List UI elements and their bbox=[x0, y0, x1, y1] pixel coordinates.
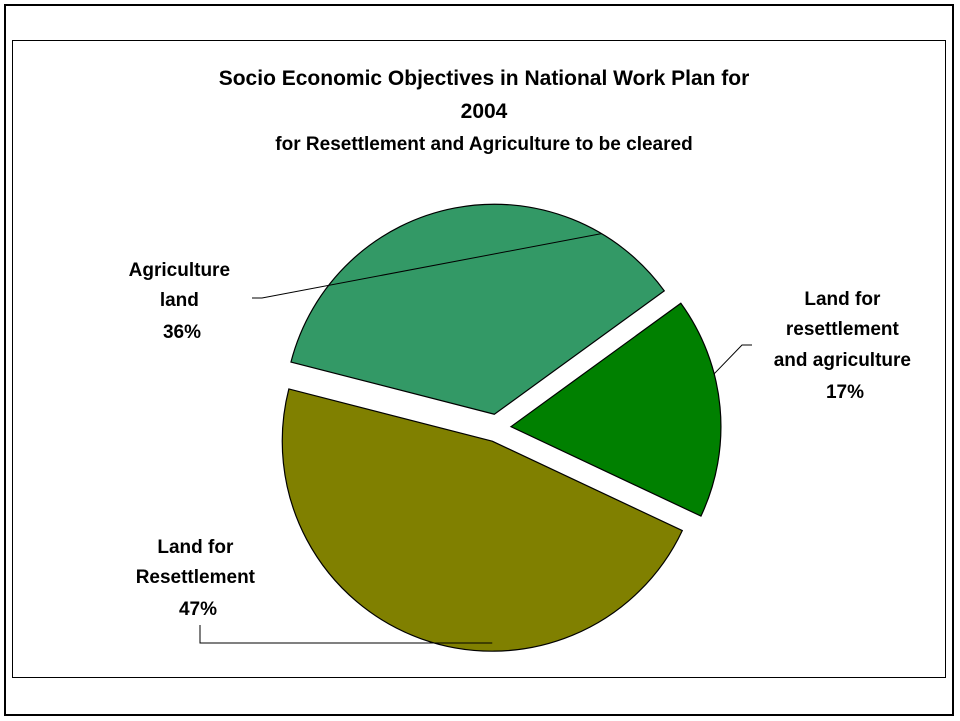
slice-label-land-for-resettlement-line-1: Land for bbox=[157, 537, 234, 558]
slice-percent-agriculture-land: 36% bbox=[163, 322, 201, 343]
slice-agriculture-land bbox=[290, 203, 666, 415]
plot-area-border bbox=[12, 40, 946, 678]
slice-land-for-resettlement bbox=[281, 388, 684, 652]
chart-title-line-1: Socio Economic Objectives in National Wo… bbox=[219, 67, 750, 90]
slice-label-resettlement-and-agriculture: Land for resettlement and agriculture 17… bbox=[774, 289, 917, 403]
slice-label-land-for-resettlement-line-2: Resettlement bbox=[136, 567, 256, 588]
leader-line-resettlement-and-agriculture bbox=[713, 344, 752, 375]
slice-label-land-for-resettlement: Land for Resettlement 47% bbox=[136, 537, 261, 620]
slice-label-agriculture-land: Agriculture land 36% bbox=[129, 260, 236, 343]
pie-slices bbox=[281, 203, 722, 652]
leader-line-land-for-resettlement bbox=[199, 625, 493, 644]
slice-label-resettlement-and-agriculture-line-2: resettlement bbox=[786, 319, 900, 340]
slice-label-resettlement-and-agriculture-line-3: and agriculture bbox=[774, 350, 911, 371]
slice-resettlement-and-agriculture bbox=[509, 302, 722, 517]
slice-percent-land-for-resettlement: 47% bbox=[179, 599, 217, 620]
chart-title-line-2: 2004 bbox=[461, 100, 508, 123]
leader-lines bbox=[199, 233, 752, 644]
slice-label-agriculture-land-line-1: Agriculture bbox=[129, 260, 230, 281]
chart-area-border bbox=[4, 4, 954, 716]
slice-label-agriculture-land-line-2: land bbox=[160, 290, 199, 311]
slice-label-resettlement-and-agriculture-line-1: Land for bbox=[804, 289, 881, 310]
leader-line-agriculture-land bbox=[252, 233, 602, 299]
slice-percent-resettlement-and-agriculture: 17% bbox=[826, 382, 864, 403]
chart-subtitle: for Resettlement and Agriculture to be c… bbox=[275, 134, 692, 155]
